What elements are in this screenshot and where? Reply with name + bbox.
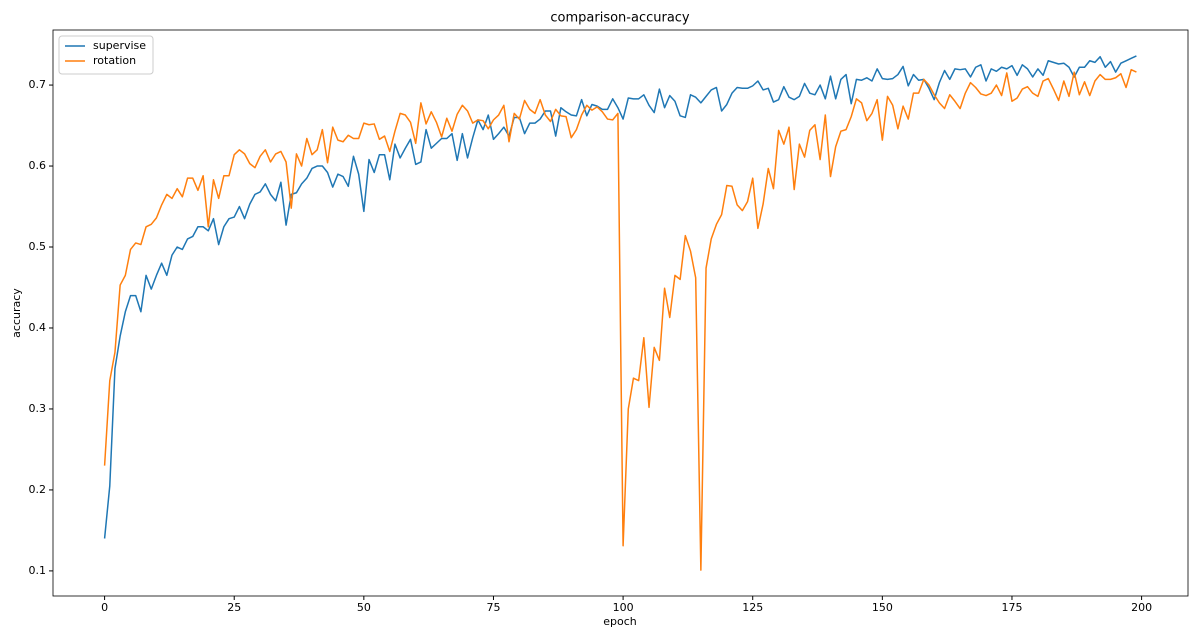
x-tick-label: 125	[742, 601, 763, 614]
legend-label: rotation	[93, 54, 136, 67]
series-line	[103, 68, 1137, 571]
x-tick-label: 175	[1001, 601, 1022, 614]
y-tick-label: 0.7	[29, 78, 47, 91]
legend-label: supervise	[93, 39, 146, 52]
x-tick-label: 150	[872, 601, 893, 614]
x-tick-label: 75	[486, 601, 500, 614]
axes-frame	[52, 29, 1189, 597]
chart-title: comparison-accuracy	[550, 11, 690, 26]
y-axis-label: accuracy	[10, 288, 23, 338]
y-tick-label: 0.2	[29, 483, 47, 496]
x-tick-label: 200	[1131, 601, 1152, 614]
series-line	[103, 55, 1137, 539]
x-tick-label: 100	[613, 601, 634, 614]
x-tick-label: 50	[357, 601, 371, 614]
legend: supervise rotation	[58, 35, 154, 75]
y-tick-label: 0.4	[29, 321, 47, 334]
x-tick-label: 0	[101, 601, 108, 614]
x-axis-label: epoch	[603, 615, 637, 628]
y-tick-label: 0.3	[29, 402, 47, 415]
y-tick-label: 0.1	[29, 564, 47, 577]
y-tick-label: 0.6	[29, 159, 47, 172]
x-tick-label: 25	[227, 601, 241, 614]
y-tick-label: 0.5	[29, 240, 47, 253]
